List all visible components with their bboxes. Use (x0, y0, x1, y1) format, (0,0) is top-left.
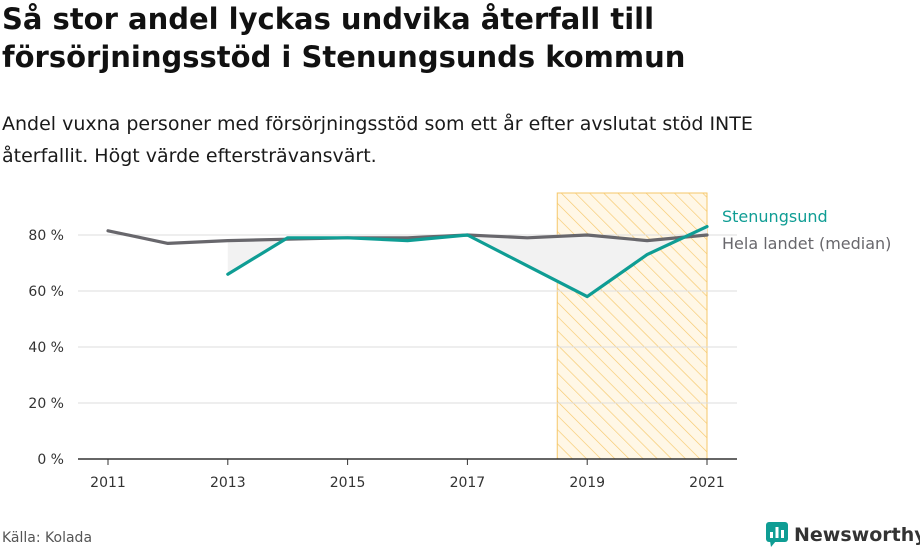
chart-subtitle-line-1: Andel vuxna personer med försörjningsstö… (2, 113, 753, 135)
chart-subtitle-line-2: återfallit. Högt värde eftersträvansvärt… (2, 145, 377, 167)
bar-chart-speech-bubble-icon (766, 522, 788, 547)
y-tick-label: 60 % (28, 284, 64, 300)
series-label-stenungsund: Stenungsund (722, 207, 828, 226)
y-tick-label: 80 % (28, 228, 64, 244)
series-label-hela-landet: Hela landet (median) (722, 234, 891, 253)
source-note: Källa: Kolada (2, 530, 93, 546)
x-tick-label: 2021 (689, 475, 725, 491)
y-tick-label: 40 % (28, 340, 64, 356)
x-tick-label: 2015 (330, 475, 366, 491)
y-tick-label: 0 % (37, 452, 64, 468)
chart-title-line-2: försörjningsstöd i Stenungsunds kommun (2, 40, 686, 74)
y-tick-label: 20 % (28, 396, 64, 412)
chart-subtitle: Andel vuxna personer med försörjningsstö… (2, 108, 882, 172)
x-tick-label: 2019 (569, 475, 605, 491)
x-tick-label: 2013 (210, 475, 246, 491)
series-line-stenungsund (226, 225, 709, 299)
chart-title-line-1: Så stor andel lyckas undvika återfall ti… (2, 2, 655, 36)
highlight-band (556, 192, 708, 460)
gap-area (227, 226, 708, 297)
x-tick-label: 2017 (450, 475, 486, 491)
chart-title: Så stor andel lyckas undvika återfall ti… (2, 0, 902, 76)
x-tick-label: 2011 (90, 475, 126, 491)
series-line-hela-landet (106, 229, 709, 245)
brand-logo: Newsworthy (766, 520, 920, 550)
brand-name: Newsworthy (794, 524, 920, 546)
